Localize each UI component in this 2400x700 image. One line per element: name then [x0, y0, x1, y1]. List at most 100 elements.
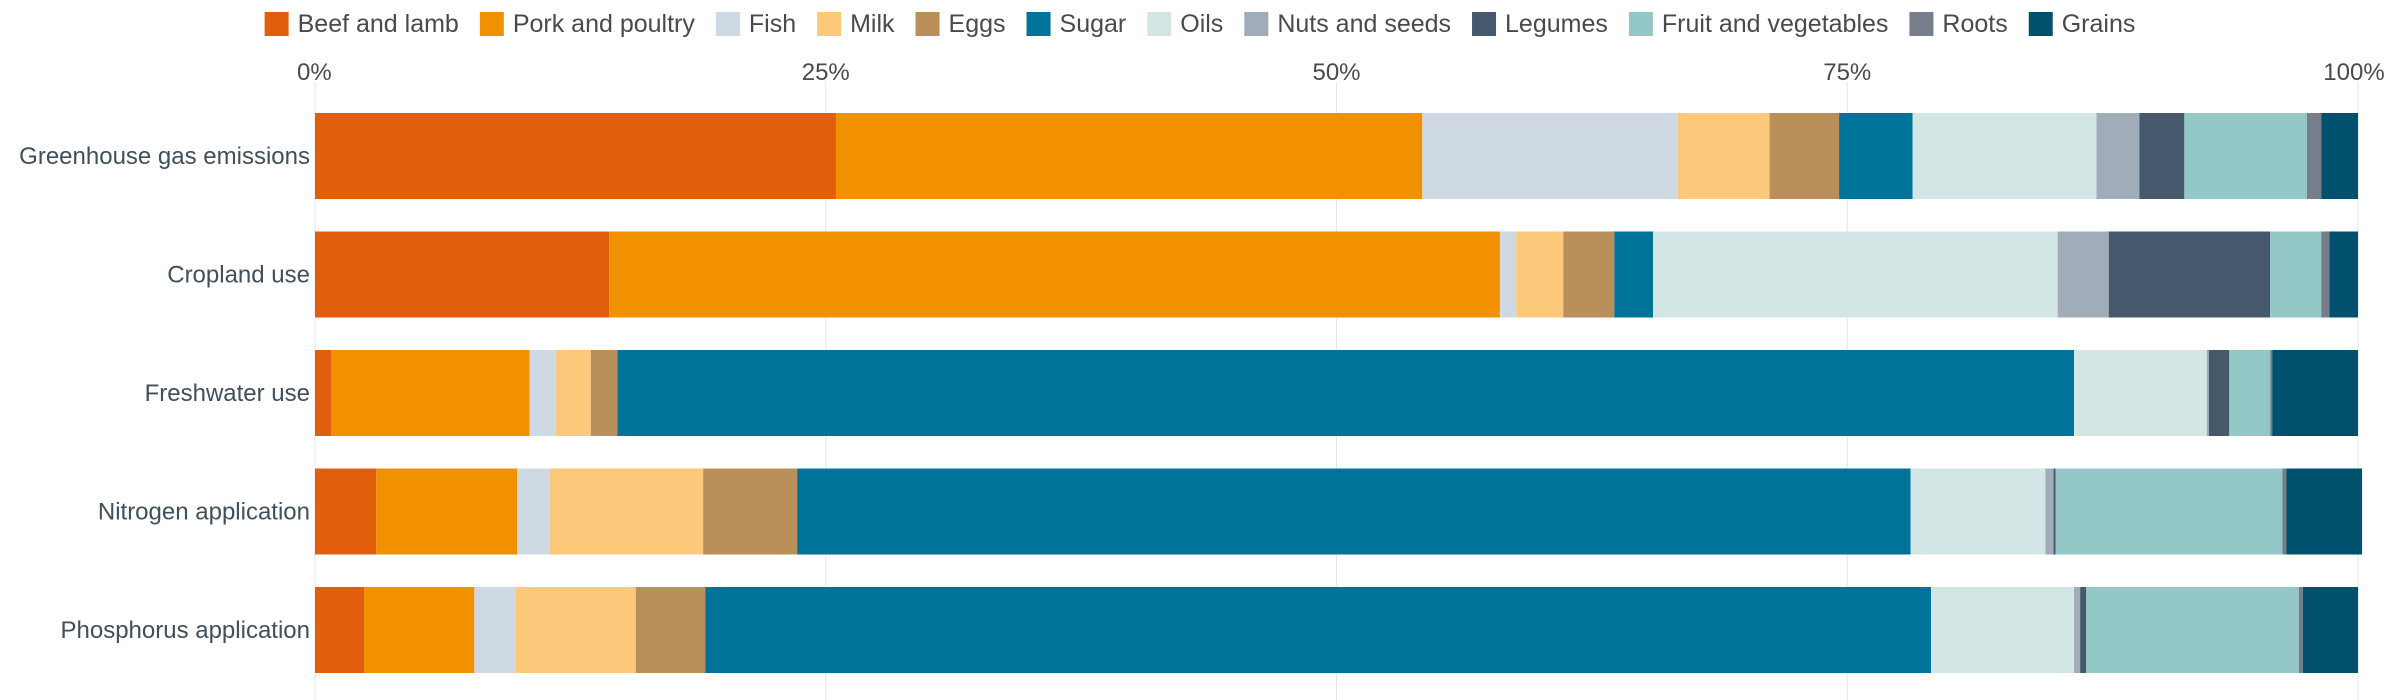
bar-segment — [1912, 113, 2097, 199]
bar-segment — [2208, 350, 2230, 436]
bar-segment — [2329, 231, 2358, 318]
bar-segment — [703, 468, 798, 555]
bar-segment — [617, 350, 2075, 436]
bar-segment — [2206, 350, 2209, 436]
bar-segment — [2053, 468, 2056, 555]
category-labels: Greenhouse gas emissions Cropland use Fres… — [19, 143, 310, 644]
bar-segment — [2184, 113, 2307, 199]
legend-item: Milk — [817, 10, 895, 38]
bar-segment — [2086, 587, 2299, 673]
legend-label: Oils — [1180, 10, 1223, 38]
legend-swatch — [1628, 12, 1653, 36]
bar-segment — [1499, 231, 1517, 318]
bar-segment — [2074, 587, 2081, 673]
bar-segment — [549, 468, 704, 555]
category-label: Nitrogen application — [98, 499, 310, 526]
bar-segment — [1422, 113, 1678, 199]
legend-label: Milk — [850, 10, 895, 38]
bar-segment — [2080, 587, 2087, 673]
legend-swatch — [264, 12, 289, 36]
bar-segment — [515, 587, 636, 673]
category-label: Cropland use — [167, 262, 310, 289]
bar-segment — [2096, 113, 2140, 199]
x-tick-label: 25% — [802, 59, 850, 86]
legend-item: Roots — [1909, 10, 2008, 38]
bar-segment — [2272, 350, 2358, 436]
legend-swatch — [479, 12, 504, 36]
bar-segment — [2286, 468, 2363, 555]
bar-segment — [635, 587, 706, 673]
bar-segment — [2139, 113, 2185, 199]
legend-label: Eggs — [949, 10, 1006, 38]
bar-segment — [331, 350, 530, 436]
bar-segment — [2321, 231, 2330, 318]
bar-segment — [2229, 350, 2271, 436]
legend-item: Sugar — [1026, 10, 1127, 38]
category-label: Greenhouse gas emissions — [19, 143, 310, 170]
legend-label: Nuts and seeds — [1277, 10, 1451, 38]
bar-segment — [474, 587, 516, 673]
bar-segment — [1769, 113, 1840, 199]
bar-segment — [315, 113, 836, 199]
x-tick-label: 0% — [297, 59, 332, 86]
legend-swatch — [915, 12, 940, 36]
bar-segment — [2298, 587, 2303, 673]
bar-segment — [2270, 231, 2322, 318]
bar-segment — [705, 587, 1932, 673]
legend-item: Nuts and seeds — [1244, 10, 1451, 38]
legend-label: Fish — [749, 10, 796, 38]
bar-segment — [315, 350, 332, 436]
bar-segment — [590, 350, 618, 436]
legend-item: Oils — [1147, 10, 1223, 38]
category-label: Freshwater use — [145, 380, 310, 407]
x-tick-label: 75% — [1823, 59, 1871, 86]
bar-segment — [1516, 231, 1564, 318]
bar-segment — [1653, 231, 2058, 318]
bar-segment — [1563, 231, 1615, 318]
legend-label: Legumes — [1505, 10, 1608, 38]
bar-segment — [2045, 468, 2054, 555]
bar-segment — [2282, 468, 2287, 555]
legend-item: Fruit and vegetables — [1628, 10, 1889, 38]
bar-segment — [1677, 113, 1770, 199]
bar-segment — [609, 231, 1500, 318]
bar-segment — [2055, 468, 2283, 555]
bar-segment — [517, 468, 550, 555]
legend-label: Roots — [1942, 10, 2007, 38]
x-tick-label: 100% — [2323, 59, 2384, 86]
bar-segment — [1931, 587, 2075, 673]
bar-segment — [1910, 468, 2046, 555]
legend-label: Beef and lamb — [298, 10, 459, 38]
x-axis-ticks: 0% 25% 50% 75% 100% — [297, 59, 2385, 86]
bar-segment — [2270, 350, 2273, 436]
bar-segment — [315, 587, 365, 673]
bar-segment — [2057, 231, 2109, 318]
legend-swatch — [1909, 12, 1934, 36]
legend-swatch — [715, 12, 740, 36]
legend-item: Legumes — [1472, 10, 1608, 38]
legend-label: Sugar — [1060, 10, 1127, 38]
bar-segment — [529, 350, 557, 436]
category-label: Phosphorus application — [60, 617, 310, 644]
bar-segment — [835, 113, 1423, 199]
bar-segment — [2306, 113, 2322, 199]
bar-segment — [797, 468, 1911, 555]
legend-item: Beef and lamb — [264, 10, 459, 38]
bar-segment — [376, 468, 518, 555]
legend-label: Fruit and vegetables — [1662, 10, 1889, 38]
bar-segment — [2321, 113, 2358, 199]
legend-label: Grains — [2062, 10, 2136, 38]
bar-segment — [315, 468, 377, 555]
legend-item: Eggs — [915, 10, 1006, 38]
bar-segment — [364, 587, 475, 673]
bar-segment — [556, 350, 591, 436]
legend-swatch — [1147, 12, 1172, 36]
legend-item: Grains — [2028, 10, 2136, 38]
legend: Beef and lamb Pork and poultry Fish Milk Egg… — [264, 10, 2136, 38]
bar-segment — [2074, 350, 2207, 436]
legend-label: Pork and poultry — [513, 10, 696, 38]
bar-segment — [2302, 587, 2358, 673]
bar-segment — [1839, 113, 1913, 199]
legend-swatch — [1026, 12, 1051, 36]
